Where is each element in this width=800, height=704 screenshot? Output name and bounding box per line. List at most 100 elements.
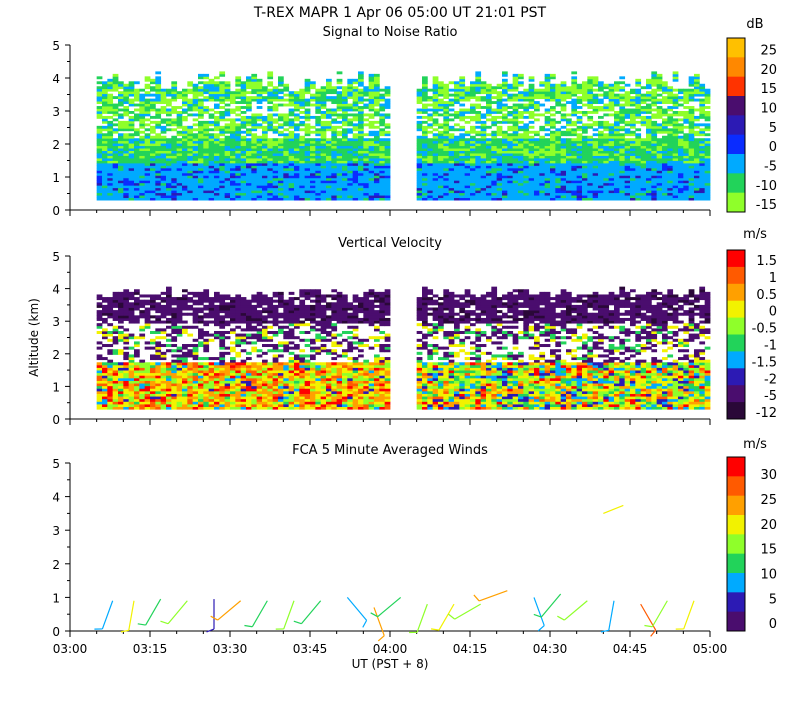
snr-cell [214,161,220,164]
snr-cell [209,183,215,186]
snr-cell [641,111,647,114]
snr-cell [171,161,177,164]
snr-cell [193,96,199,99]
snr-cell [198,123,204,126]
snr-cell [267,161,273,164]
snr-cell [107,163,113,166]
snr-cell [203,111,209,114]
snr-cell [118,121,124,124]
snr-cell [609,193,615,196]
snr-cell [486,113,492,116]
snr-cell [369,104,375,107]
snr-cell [481,81,487,84]
snr-cell [475,131,481,134]
snr-cell [678,168,684,171]
snr-cell [598,86,604,89]
snr-cell [150,131,156,134]
snr-cell [566,180,572,183]
snr-cell [273,161,279,164]
snr-cell [289,138,295,141]
snr-cell [486,190,492,193]
snr-cell [507,106,513,109]
snr-cell [673,146,679,149]
snr-cell [203,161,209,164]
snr-cell [502,86,508,89]
snr-cell [326,143,332,146]
snr-cell [310,126,316,129]
snr-cell [113,128,119,131]
snr-cell [326,123,332,126]
snr-cell [459,153,465,156]
snr-cell [97,170,103,173]
snr-cell [353,94,359,97]
snr-cell [166,173,172,176]
snr-cell [433,168,439,171]
snr-cell [123,96,129,99]
snr-cell [118,168,124,171]
snr-cell [177,148,183,151]
snr-cell [182,104,188,107]
snr-cell [283,193,289,196]
snr-cell [417,156,423,159]
snr-cell [497,96,503,99]
snr-cell [534,175,540,178]
snr-cell [326,178,332,181]
snr-cell [321,91,327,94]
snr-cell [443,146,449,149]
snr-cell [310,104,316,107]
snr-cell [374,146,380,149]
snr-cell [145,113,151,116]
snr-cell [662,84,668,87]
snr-cell [385,188,391,191]
snr-cell [369,185,375,188]
snr-cell [507,183,513,186]
snr-cell [598,138,604,141]
snr-cell [230,190,236,193]
snr-cell [454,153,460,156]
snr-cell [534,180,540,183]
snr-cell [161,175,167,178]
snr-cell [385,148,391,151]
snr-cell [422,99,428,102]
snr-cell [555,151,561,154]
snr-cell [662,101,668,104]
snr-cell [246,185,252,188]
snr-cell [443,143,449,146]
velocity-cell [123,289,129,292]
snr-cell [246,198,252,201]
velocity-cell [118,370,124,373]
snr-cell [598,123,604,126]
snr-cell [625,146,631,149]
snr-cell [385,195,391,198]
snr-cell [363,143,369,146]
snr-cell [283,99,289,102]
snr-cell [273,151,279,154]
snr-cell [539,195,545,198]
snr-cell [363,99,369,102]
snr-cell [491,111,497,114]
snr-cell [294,165,300,168]
snr-cell [465,190,471,193]
snr-cell [598,198,604,201]
snr-cell [107,175,113,178]
snr-cell [555,91,561,94]
snr-cell [299,148,305,151]
snr-cell [694,151,700,154]
snr-cell [523,111,529,114]
snr-cell [635,188,641,191]
snr-cell [203,121,209,124]
snr-cell [385,173,391,176]
snr-cell [449,168,455,171]
snr-cell [422,143,428,146]
snr-cell [673,151,679,154]
snr-cell [657,99,663,102]
snr-cell [209,170,215,173]
snr-cell [331,188,337,191]
snr-cell [459,81,465,84]
snr-cell [534,198,540,201]
snr-cell [651,188,657,191]
snr-cell [246,188,252,191]
snr-cell [427,175,433,178]
snr-cell [289,143,295,146]
snr-cell [417,136,423,139]
